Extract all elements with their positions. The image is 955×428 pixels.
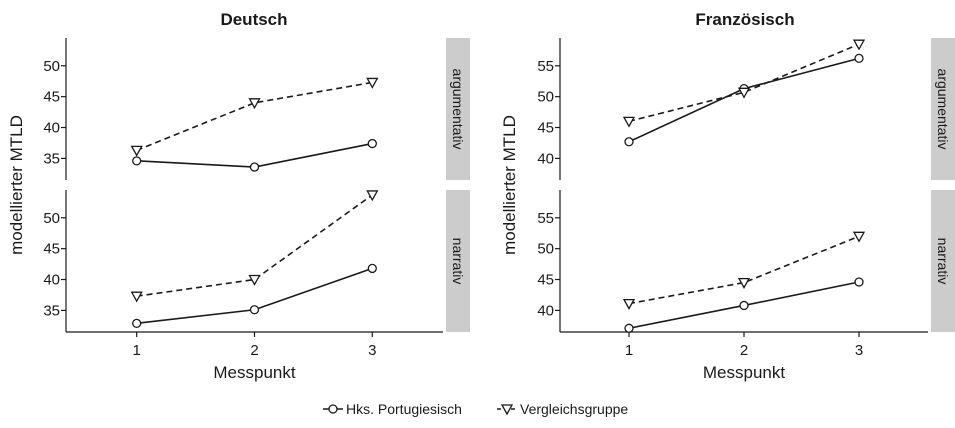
series-line-vergleichsgruppe (136, 194, 373, 297)
panel-franzoesisch-narrativ: 40 45 50 55 1 2 3 narrativ (537, 190, 955, 359)
x-axis-title: Messpunkt (213, 363, 295, 382)
facet-strip (931, 38, 955, 180)
series-line-vergleichsgruppe (136, 81, 373, 152)
facet-strip-label: narrativ (935, 238, 951, 285)
data-point-vergleichsgruppe (852, 231, 866, 243)
x-axis-title: Messpunkt (703, 363, 785, 382)
x-tick-label: 3 (368, 342, 376, 359)
y-tick-label: 40 (43, 272, 60, 289)
data-point-vergleichsgruppe (737, 277, 751, 289)
legend-label-vergleichsgruppe: Vergleichsgruppe (520, 401, 628, 417)
facet-strip-label: narrativ (450, 238, 466, 285)
y-tick-label: 50 (537, 241, 554, 258)
y-tick-label: 45 (537, 120, 554, 137)
facet-strip (931, 190, 955, 332)
y-tick-label: 50 (43, 58, 60, 75)
y-tick-label: 45 (43, 89, 60, 106)
data-point-hks-portugiesisch (624, 323, 634, 333)
x-tick-label: 2 (250, 342, 258, 359)
x-tick-label: 1 (133, 342, 141, 359)
data-point-hks-portugiesisch (132, 318, 142, 329)
data-point-vergleichsgruppe (248, 98, 261, 110)
data-point-vergleichsgruppe (366, 77, 379, 89)
y-tick-label: 40 (43, 120, 60, 137)
legend-marker-circle (328, 404, 338, 414)
y-axis-title: modellierter MTLD (500, 115, 519, 255)
y-tick-label: 35 (43, 150, 60, 167)
y-tick-label: 50 (43, 210, 60, 227)
data-point-vergleichsgruppe (852, 39, 866, 51)
legend: Hks. Portugiesisch Vergleichsgruppe (323, 401, 628, 417)
panel-franzoesisch-argumentativ: 40 45 50 55 argumentativ (537, 38, 955, 180)
panel-deutsch-argumentativ: 35 40 45 50 argumentativ (43, 38, 470, 180)
data-point-hks-portugiesisch (739, 300, 749, 311)
data-point-vergleichsgruppe (248, 274, 261, 286)
facet-strip-label: argumentativ (450, 69, 466, 150)
panel-title-deutsch: Deutsch (220, 10, 287, 29)
data-point-vergleichsgruppe (737, 87, 751, 99)
data-point-vergleichsgruppe (130, 145, 143, 157)
y-tick-label: 35 (43, 302, 60, 319)
legend-label-hks-portugiesisch: Hks. Portugiesisch (346, 401, 462, 417)
y-axis-title: modellierter MTLD (7, 115, 26, 255)
data-point-hks-portugiesisch (624, 137, 634, 147)
series-line-vergleichsgruppe (628, 235, 860, 305)
data-point-hks-portugiesisch (249, 162, 260, 172)
facet-strip (446, 190, 470, 332)
series-line-vergleichsgruppe (628, 43, 860, 123)
x-tick-label: 1 (625, 342, 633, 359)
y-tick-label: 50 (537, 89, 554, 106)
data-point-vergleichsgruppe (622, 116, 636, 128)
panel-deutsch-narrativ: 35 40 45 50 1 2 3 narrativ (43, 190, 470, 359)
y-tick-label: 55 (537, 58, 554, 75)
series-line-hks-portugiesisch (628, 57, 860, 143)
panel-title-franzoesisch: Französisch (695, 10, 794, 29)
x-tick-label: 2 (740, 342, 748, 359)
y-tick-label: 45 (537, 272, 554, 289)
data-point-hks-portugiesisch (854, 277, 864, 287)
y-tick-label: 55 (537, 210, 554, 227)
facet-strip-label: argumentativ (935, 69, 951, 150)
y-tick-label: 40 (537, 150, 554, 167)
legend-marker-triangle (500, 404, 514, 416)
data-point-hks-portugiesisch (367, 263, 377, 274)
data-point-hks-portugiesisch (367, 138, 377, 149)
data-point-hks-portugiesisch (249, 305, 260, 315)
x-tick-label: 3 (855, 342, 863, 359)
y-tick-label: 45 (43, 241, 60, 258)
data-point-vergleichsgruppe (366, 190, 379, 202)
data-point-hks-portugiesisch (854, 53, 864, 64)
data-point-vergleichsgruppe (622, 298, 636, 310)
data-point-vergleichsgruppe (130, 291, 143, 303)
facet-strip (446, 38, 470, 180)
y-tick-label: 40 (537, 302, 554, 319)
data-point-hks-portugiesisch (132, 156, 142, 166)
